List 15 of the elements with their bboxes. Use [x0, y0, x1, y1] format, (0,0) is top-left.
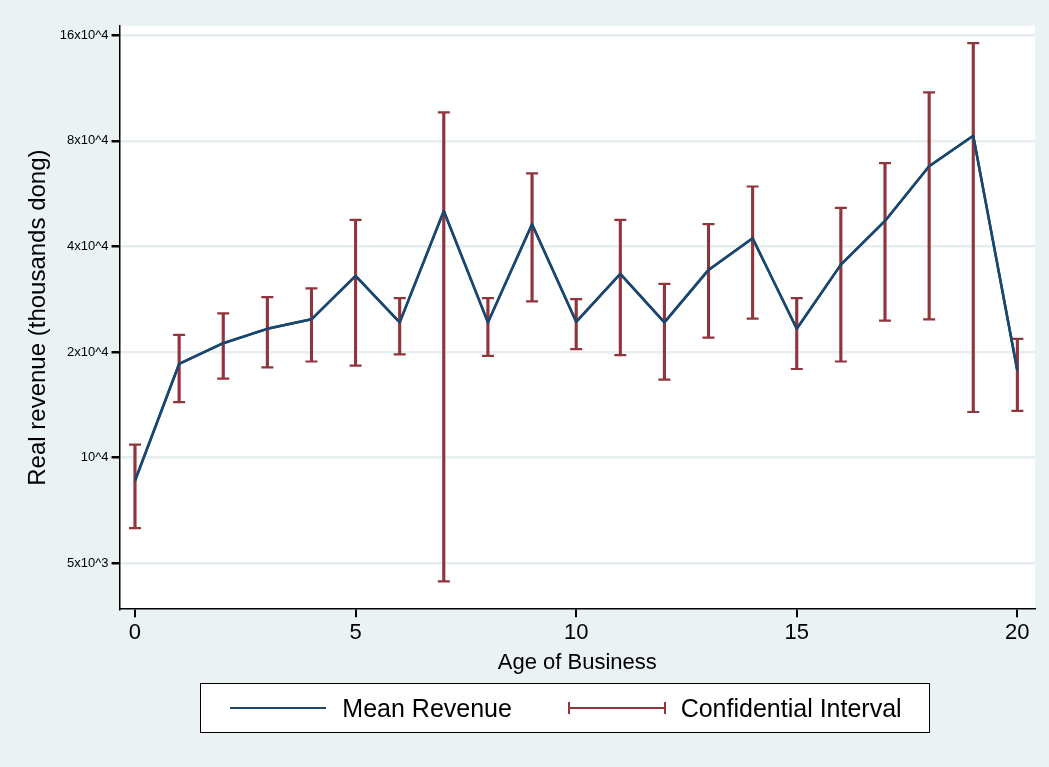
legend-label: Mean Revenue [342, 693, 512, 723]
y-tick-label: 5x10^3 [67, 554, 109, 570]
x-tick-label: 20 [1005, 619, 1030, 645]
legend-label: Confidential Interval [680, 693, 902, 723]
x-axis-title: Age of Business [497, 648, 657, 674]
y-tick-label: 10^4 [80, 449, 109, 465]
y-tick-label: 4x10^4 [67, 238, 109, 254]
y-axis-title: Real revenue (thousands dong) [23, 149, 51, 486]
y-tick-label: 2x10^4 [67, 343, 109, 359]
y-tick-label: 16x10^4 [59, 26, 109, 42]
x-tick-label: 0 [128, 619, 142, 645]
x-tick-label: 15 [784, 619, 809, 645]
x-tick-label: 5 [349, 619, 362, 645]
x-tick-label: 10 [563, 619, 589, 645]
y-tick-label: 8x10^4 [67, 132, 109, 148]
